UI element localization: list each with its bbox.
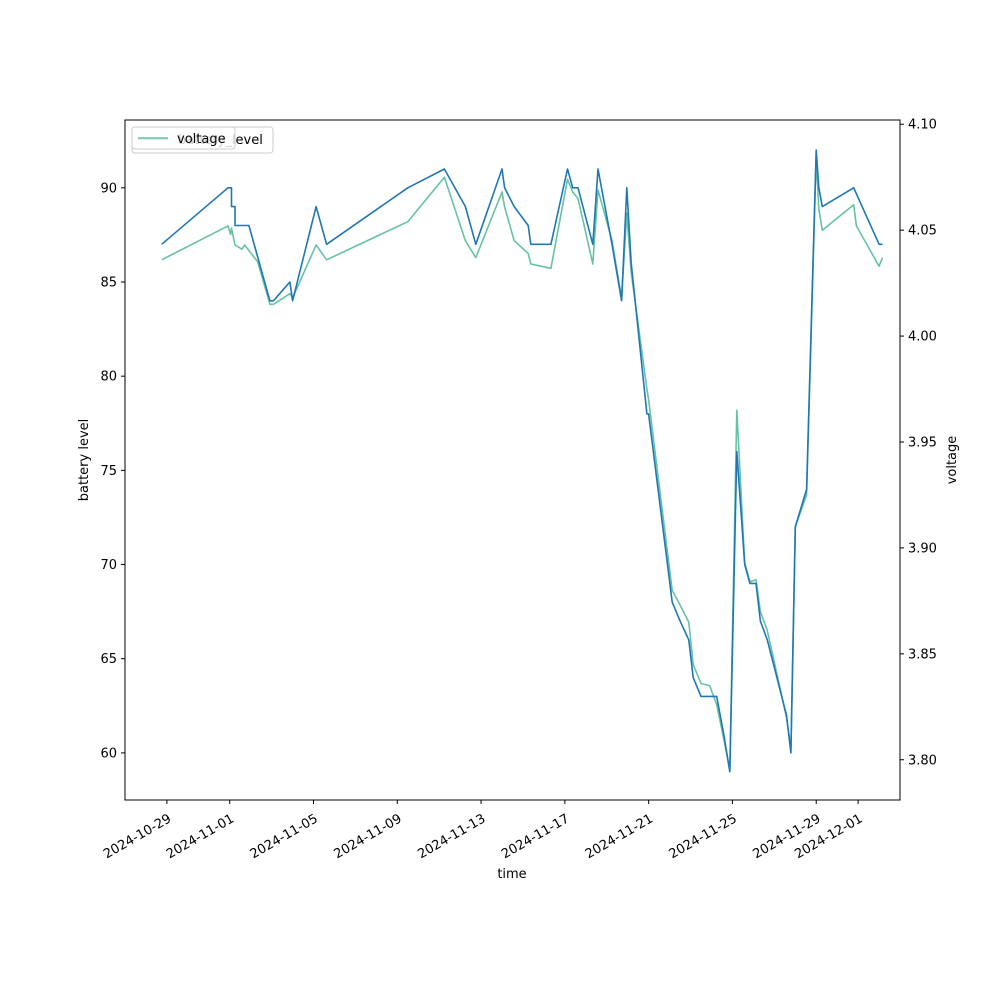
right-y-axis-ticks: 3.80 3.85 3.90 3.95 4.00 4.05 4.10 (900, 118, 937, 768)
series-layer (161, 149, 884, 773)
left-y-axis-label: battery level (77, 419, 92, 502)
right-y-tick-label: 3.80 (908, 753, 937, 768)
right-y-tick-label: 3.85 (908, 647, 937, 662)
right-y-axis-label: voltage (945, 436, 960, 485)
left-y-tick-label: 90 (100, 181, 117, 196)
left-y-tick-label: 70 (100, 558, 117, 573)
left-y-tick-label: 60 (100, 746, 117, 761)
right-y-tick-label: 3.90 (908, 541, 937, 556)
x-axis-label: time (497, 867, 526, 882)
right-y-tick-label: 4.05 (908, 224, 937, 239)
legend: battery_level voltage (131, 126, 274, 154)
right-y-tick-label: 4.10 (908, 118, 937, 133)
right-y-tick-label: 4.00 (908, 330, 937, 345)
series-line-battery-level (161, 149, 883, 773)
legend-box-overlay (131, 126, 236, 150)
legend-label-voltage: voltage (177, 132, 226, 147)
plot-frame (124, 119, 901, 801)
left-y-tick-label: 80 (100, 370, 117, 385)
right-y-tick-label: 3.95 (908, 435, 937, 450)
left-y-axis-ticks: 60 65 70 75 80 85 90 (100, 181, 125, 761)
left-y-tick-label: 65 (100, 652, 117, 667)
left-y-tick-label: 75 (100, 464, 117, 479)
left-y-tick-label: 85 (100, 275, 117, 290)
